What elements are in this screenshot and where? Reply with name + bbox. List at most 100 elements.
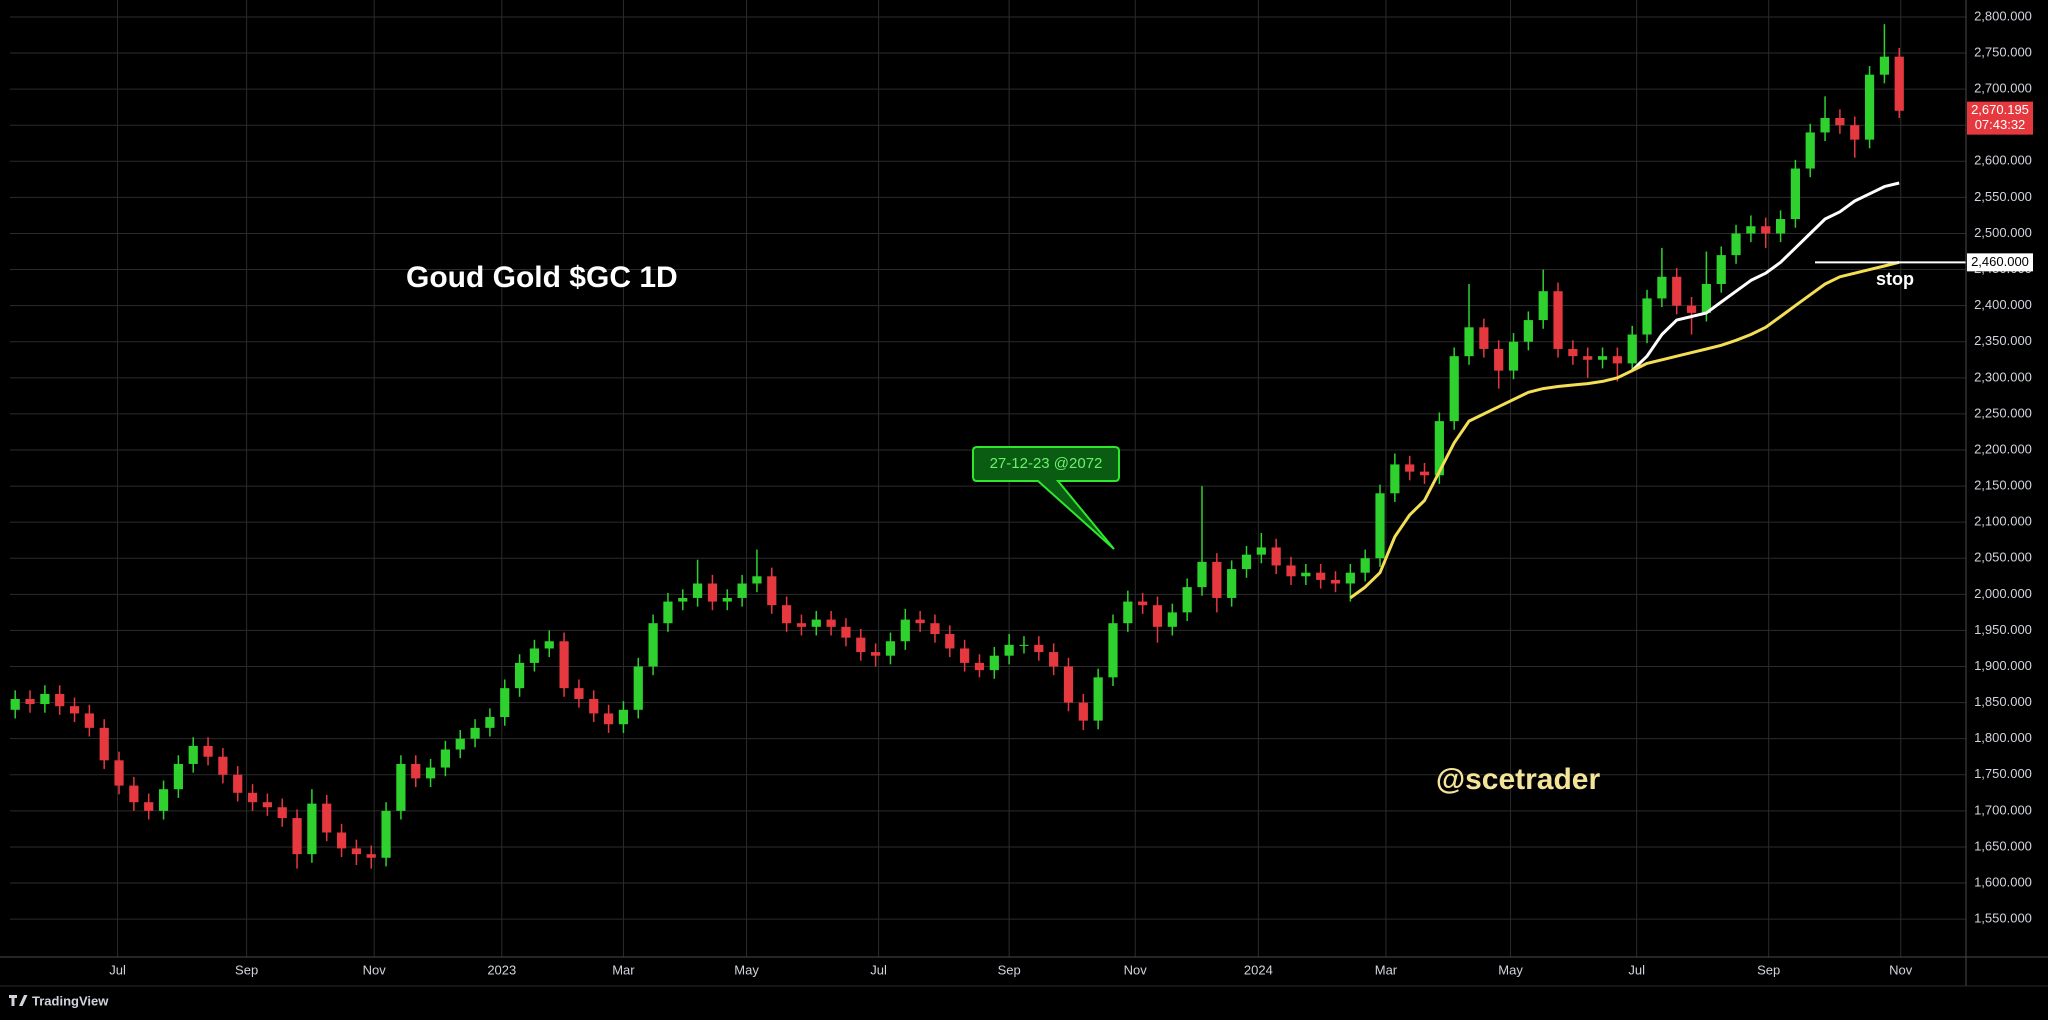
candle-body <box>1405 464 1415 472</box>
y-tick-label: 1,950.000 <box>1974 622 2032 637</box>
candle-body <box>1731 233 1741 256</box>
candle-body <box>514 662 525 689</box>
callout-text: 27-12-23 @2072 <box>990 455 1103 472</box>
candle-body <box>1449 356 1459 422</box>
candle-body <box>1612 356 1622 364</box>
y-tick-label: 2,350.000 <box>1974 333 2032 348</box>
candle-body <box>1078 702 1088 721</box>
candle-body <box>381 810 391 858</box>
candle-body <box>1672 276 1682 306</box>
candle-body <box>1286 565 1296 577</box>
y-tick-label: 2,300.000 <box>1974 369 2032 384</box>
candle-body <box>856 637 866 653</box>
y-tick-label: 2,200.000 <box>1974 441 2032 456</box>
last-price-box <box>1967 101 2033 135</box>
candle-body <box>1894 56 1904 111</box>
candle-body <box>767 576 777 606</box>
x-tick-label: 2024 <box>1244 962 1273 977</box>
plot <box>10 24 1966 869</box>
candle-body <box>396 763 406 811</box>
callout: 27-12-23 @2072 <box>972 446 1120 550</box>
y-tick-label: 2,500.000 <box>1974 225 2032 240</box>
candle-body <box>440 749 451 768</box>
x-tick-label: Nov <box>1124 962 1148 977</box>
candle-body <box>1271 547 1281 566</box>
x-tick-label: Sep <box>998 962 1021 977</box>
brand-logo <box>9 995 28 1006</box>
y-tick-label: 1,900.000 <box>1974 658 2032 673</box>
candle-body <box>1152 605 1163 627</box>
candle-body <box>1657 276 1667 299</box>
candle-body <box>1063 666 1074 703</box>
candle-body <box>1434 421 1444 476</box>
y-tick-label: 2,250.000 <box>1974 405 2032 420</box>
candle-body <box>40 693 50 705</box>
candle-body <box>1686 305 1697 313</box>
y-tick-label: 1,600.000 <box>1974 874 2032 889</box>
candle-body <box>425 767 436 779</box>
candle-body <box>1004 644 1014 656</box>
candle-body <box>500 688 510 718</box>
candle-body <box>69 706 80 714</box>
candle-body <box>1553 291 1563 349</box>
candle-body <box>1775 219 1786 234</box>
x-tick-label: Nov <box>1889 962 1913 977</box>
candle-body <box>1701 283 1711 313</box>
candle-body <box>737 583 747 598</box>
y-tick-label: 2,750.000 <box>1974 44 2032 59</box>
candle-body <box>559 641 569 689</box>
candle-body <box>307 803 317 855</box>
candle-body <box>277 807 287 819</box>
candle-body <box>1301 572 1311 577</box>
candle-body <box>129 785 139 803</box>
candle-body <box>1479 327 1489 349</box>
candle-body <box>411 763 421 779</box>
candle-body <box>1227 569 1237 598</box>
candle-body <box>1642 298 1652 335</box>
stop-price-label: 2,460.000 <box>1971 254 2029 269</box>
candle-body <box>930 623 940 635</box>
candle-body <box>455 738 465 750</box>
candle-body <box>989 655 999 671</box>
candle-body <box>470 727 480 739</box>
candle-body <box>811 619 821 627</box>
candle-body <box>55 693 65 707</box>
candle-body <box>1879 56 1890 75</box>
y-tick-label: 1,700.000 <box>1974 802 2032 817</box>
x-tick-label: Sep <box>235 962 258 977</box>
candle-body <box>1494 348 1504 371</box>
y-tick-label: 2,550.000 <box>1974 189 2032 204</box>
candle-body <box>84 713 94 728</box>
candle-body <box>99 727 109 761</box>
candle-body <box>945 634 955 649</box>
candle-body <box>351 848 361 855</box>
candle-body <box>1805 132 1815 169</box>
candle-body <box>1835 118 1845 126</box>
candle-body <box>1761 226 1771 234</box>
y-tick-label: 2,150.000 <box>1974 478 2032 493</box>
candle-body <box>1123 601 1133 624</box>
y-tick-label: 1,650.000 <box>1974 838 2032 853</box>
watermark: @scetrader <box>1436 763 1601 796</box>
stop-price-box <box>1967 253 2033 272</box>
moving-average <box>1631 181 1900 372</box>
candle-body <box>1316 572 1326 580</box>
candle-body <box>693 583 703 598</box>
candle-body <box>1034 644 1044 653</box>
candle-body <box>1390 464 1400 494</box>
candle-body <box>574 688 584 699</box>
candle-body <box>974 662 985 671</box>
candle-body <box>1627 334 1637 364</box>
x-tick-label: 2023 <box>487 962 516 977</box>
candle-body <box>722 597 732 602</box>
x-tick-label: May <box>734 962 759 977</box>
candle-body <box>1108 623 1118 678</box>
candle-body <box>633 666 643 710</box>
candle-body <box>603 713 614 725</box>
candle-body <box>589 698 599 714</box>
brand: TradingView <box>9 993 109 1008</box>
y-tick-label: 2,400.000 <box>1974 297 2032 312</box>
y-tick-label: 2,100.000 <box>1974 514 2032 529</box>
candle-body <box>188 745 198 764</box>
